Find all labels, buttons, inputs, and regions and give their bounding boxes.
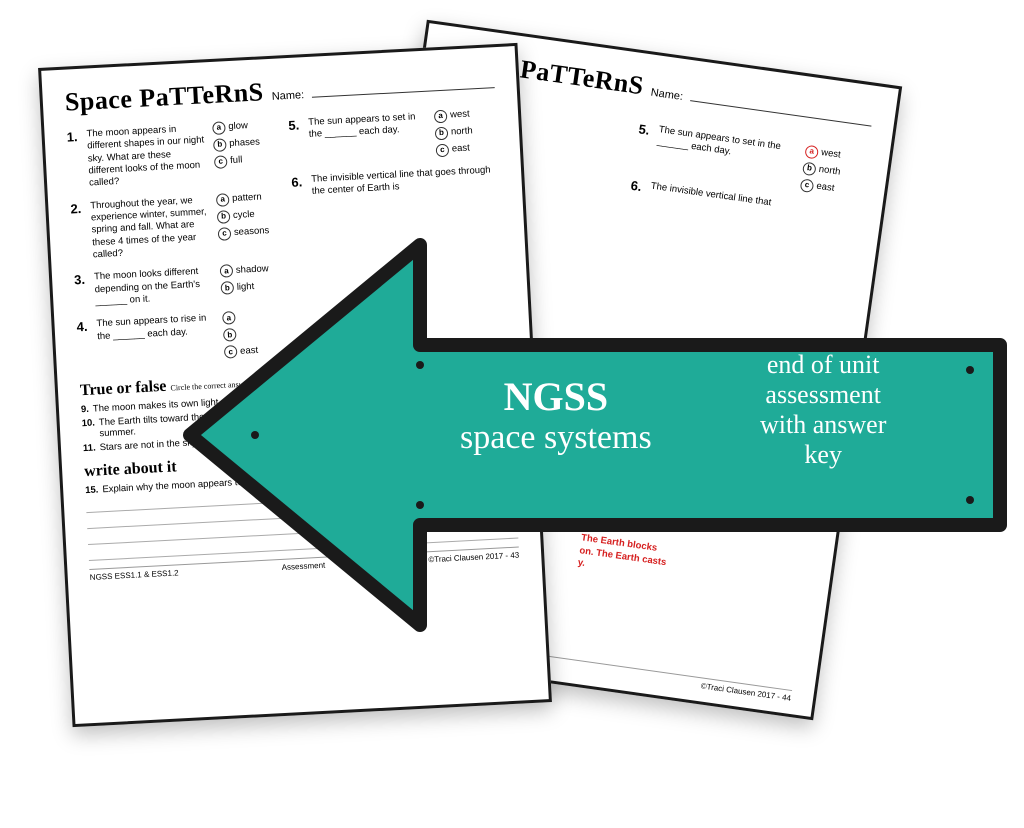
choice-c: c	[800, 178, 815, 193]
question-2: 2. Throughout the year, we experience wi…	[70, 190, 281, 263]
worksheet-title: Space PaTTeRnS	[64, 77, 264, 117]
question-3: 3. The moon looks different depending on…	[74, 262, 284, 310]
choice-a: a	[216, 193, 230, 207]
question-5: 5. The sun appears to set in the ______ …	[288, 107, 498, 165]
choice-a: a	[220, 265, 234, 279]
choice-b: b	[802, 162, 817, 177]
name-label: Name:	[271, 89, 304, 103]
choice-b: b	[221, 282, 235, 296]
choice-a: a	[222, 312, 236, 326]
name-line	[312, 76, 495, 98]
choice-c: c	[214, 155, 228, 169]
choice-b: b	[223, 328, 237, 342]
choice-c: c	[218, 227, 232, 241]
question-6: 6. The invisible vertical line that goes…	[291, 164, 500, 200]
choice-c: c	[224, 345, 238, 359]
name-label: Name:	[650, 87, 684, 103]
questions-grid: 1. The moon appears in different shapes …	[66, 107, 508, 377]
choice-a: a	[434, 110, 448, 124]
question-4: 4. The sun appears to rise in the ______…	[76, 309, 286, 367]
worksheet-front: Space PaTTeRnS Name: 1. The moon appears…	[38, 43, 552, 727]
question-1: 1. The moon appears in different shapes …	[66, 119, 277, 192]
choice-a-correct: a	[804, 145, 819, 160]
choice-b: b	[217, 210, 231, 224]
choice-b: b	[213, 138, 227, 152]
choice-b: b	[435, 127, 449, 141]
name-line	[690, 89, 873, 126]
choice-a: a	[212, 121, 226, 135]
choice-c: c	[436, 144, 450, 158]
